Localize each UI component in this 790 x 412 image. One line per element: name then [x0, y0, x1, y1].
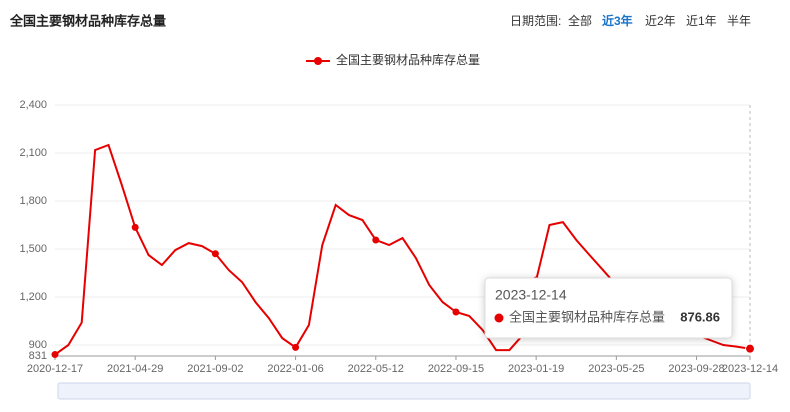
data-point[interactable] [51, 351, 59, 359]
date-range-option[interactable]: 半年 [727, 14, 751, 28]
data-point[interactable] [211, 250, 219, 258]
date-range-option[interactable]: 近1年 [686, 14, 717, 28]
x-tick-label: 2023-12-14 [722, 363, 778, 375]
y-tick-label: 831 [29, 350, 47, 362]
y-tick-label: 1,800 [19, 195, 47, 207]
y-tick-label: 2,400 [19, 99, 47, 111]
tooltip: 2023-12-14 全国主要钢材品种库存总量 876.86 [484, 277, 733, 339]
data-point[interactable] [131, 223, 139, 231]
tooltip-value: 876.86 [680, 309, 720, 324]
tooltip-name: 全国主要钢材品种库存总量 [509, 309, 665, 324]
x-tick-label: 2021-09-02 [187, 363, 243, 375]
data-point[interactable] [452, 308, 460, 316]
date-range-option[interactable]: 近3年 [602, 13, 633, 28]
x-tick-label: 2021-04-29 [107, 363, 163, 375]
zoom-slider[interactable] [57, 382, 751, 400]
chart-title: 全国主要钢材品种库存总量 [9, 13, 166, 28]
data-point[interactable] [745, 343, 755, 354]
y-tick-label: 2,100 [19, 147, 47, 159]
y-tick-label: 1,500 [19, 243, 47, 255]
x-tick-label: 2023-09-28 [668, 363, 724, 375]
tooltip-box [484, 277, 733, 339]
x-tick-label: 2023-05-25 [588, 363, 644, 375]
x-tick-label: 2022-05-12 [348, 363, 404, 375]
x-tick-label: 2022-01-06 [267, 363, 323, 375]
x-tick-label: 2023-01-19 [508, 363, 564, 375]
y-tick-label: 900 [29, 339, 47, 351]
x-tick-label: 2020-12-17 [27, 363, 83, 375]
data-point[interactable] [292, 343, 300, 351]
legend-marker [314, 57, 322, 65]
date-range-option[interactable]: 全部 [568, 13, 592, 28]
tooltip-marker [494, 313, 504, 323]
legend-label: 全国主要钢材品种库存总量 [336, 52, 480, 67]
x-tick-label: 2022-09-15 [428, 363, 484, 375]
tooltip-date: 2023-12-14 [495, 287, 567, 303]
date-range-option[interactable]: 近2年 [645, 14, 676, 28]
data-point[interactable] [372, 236, 380, 244]
y-tick-label: 1,200 [19, 291, 47, 303]
date-range-label: 日期范围: [510, 14, 561, 28]
